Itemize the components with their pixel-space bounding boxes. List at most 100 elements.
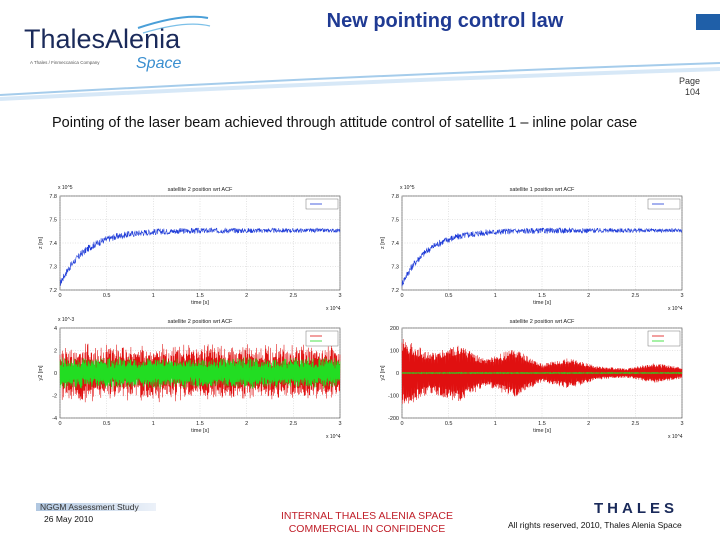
page-label: Page bbox=[678, 76, 700, 86]
x-tick-label: 2 bbox=[245, 421, 248, 427]
svg-text:A Thales / Finmeccanica Compan: A Thales / Finmeccanica Company bbox=[30, 60, 100, 65]
y-tick-label: 7.5 bbox=[391, 218, 399, 224]
x-tick-label: 1.5 bbox=[196, 293, 204, 299]
x-tick-label: 2.5 bbox=[632, 421, 640, 427]
classification-line-2: COMMERCIAL IN CONFIDENCE bbox=[288, 523, 446, 535]
chart-title: satellite 2 position wrt ACF bbox=[168, 319, 233, 325]
legend bbox=[305, 198, 339, 210]
x-tick-label: 3 bbox=[338, 293, 341, 299]
y-exponent: x 10^-3 bbox=[58, 317, 74, 323]
y-tick-label: 7.4 bbox=[49, 241, 57, 247]
x-tick-label: 1 bbox=[152, 421, 155, 427]
footer-date: 26 May 2010 bbox=[44, 514, 94, 524]
classification-line-1: INTERNAL THALES ALENIA SPACE bbox=[281, 510, 453, 522]
x-axis-label: time [s] bbox=[191, 428, 209, 434]
thales-logo: THALES bbox=[594, 500, 678, 517]
y-tick-label: -100 bbox=[388, 394, 399, 400]
plot-sat1-z: satellite 1 position wrt ACF x 10^5 x 10^4… bbox=[378, 182, 692, 316]
y-tick-label: -4 bbox=[52, 416, 57, 422]
y-tick-label: -2 bbox=[52, 394, 57, 400]
y-tick-label: 7.5 bbox=[49, 218, 57, 224]
plot-sat2-y: satellite 2 position wrt ACF x 10^-3 x 10^… bbox=[36, 314, 350, 444]
y-tick-label: 7.2 bbox=[49, 288, 57, 294]
x-tick-label: 3 bbox=[338, 421, 341, 427]
x-tick-label: 0 bbox=[58, 293, 61, 299]
x-tick-label: 1 bbox=[494, 293, 497, 299]
x-tick-label: 2.5 bbox=[290, 293, 298, 299]
x-tick-label: 1.5 bbox=[196, 421, 204, 427]
x-tick-label: 1 bbox=[494, 421, 497, 427]
footer-classification: INTERNAL THALES ALENIA SPACE COMMERCIAL … bbox=[262, 510, 472, 536]
x-tick-label: 2 bbox=[587, 421, 590, 427]
x-tick-label: 1.5 bbox=[538, 421, 546, 427]
chart-title: satellite 1 position wrt ACF bbox=[510, 187, 575, 193]
x-axis-label: time [s] bbox=[191, 300, 209, 306]
y-axis-label: y2 [m] bbox=[38, 365, 44, 380]
x-exponent: x 10^4 bbox=[326, 434, 341, 440]
y-axis-label: z [m] bbox=[380, 237, 386, 249]
slide-subtitle: Pointing of the laser beam achieved thro… bbox=[52, 115, 638, 131]
x-tick-label: 2.5 bbox=[290, 421, 298, 427]
footer-rights: All rights reserved, 2010, Thales Alenia… bbox=[508, 520, 682, 530]
x-tick-label: 1.5 bbox=[538, 293, 546, 299]
plot-sat2-y-large: satellite 2 position wrt ACF x 10^4 0 0.5 1 1… bbox=[378, 314, 692, 444]
y-tick-label: 7.4 bbox=[391, 241, 399, 247]
thales-alenia-space-logo: ThalesAlenia A Thales / Finmeccanica Com… bbox=[18, 8, 218, 78]
footer-accent-bar bbox=[36, 503, 156, 511]
x-tick-label: 0.5 bbox=[103, 293, 111, 299]
y-tick-label: 100 bbox=[390, 349, 399, 355]
chart-title: satellite 2 position wrt ACF bbox=[510, 319, 575, 325]
y-tick-label: 7.3 bbox=[49, 265, 57, 271]
y-exponent: x 10^5 bbox=[400, 185, 415, 191]
page-indicator: Page 104 bbox=[648, 76, 700, 104]
legend bbox=[647, 330, 681, 347]
y-tick-label: 7.8 bbox=[49, 194, 57, 200]
svg-text:Space: Space bbox=[136, 55, 181, 72]
x-exponent: x 10^4 bbox=[326, 306, 341, 312]
x-exponent: x 10^4 bbox=[668, 434, 683, 440]
series-line bbox=[401, 338, 683, 404]
y-axis-label: z [m] bbox=[38, 237, 44, 249]
x-axis-label: time [s] bbox=[533, 300, 551, 306]
series-line bbox=[59, 343, 341, 403]
plot-sat2-z: satellite 2 position wrt ACF x 10^5 x 10^4… bbox=[36, 182, 350, 316]
y-tick-label: 0 bbox=[54, 371, 57, 377]
y-tick-label: 7.2 bbox=[391, 288, 399, 294]
chart-title: satellite 2 position wrt ACF bbox=[168, 187, 233, 193]
x-axis-label: time [s] bbox=[533, 428, 551, 434]
y-tick-label: 200 bbox=[390, 326, 399, 332]
series-line bbox=[59, 227, 341, 286]
y-tick-label: 7.8 bbox=[391, 194, 399, 200]
x-tick-label: 2.5 bbox=[632, 293, 640, 299]
x-tick-label: 0.5 bbox=[103, 421, 111, 427]
x-tick-label: 0.5 bbox=[445, 421, 453, 427]
y-tick-label: 2 bbox=[54, 349, 57, 355]
legend bbox=[647, 198, 681, 210]
x-tick-label: 2 bbox=[587, 293, 590, 299]
slide-title: New pointing control law bbox=[326, 10, 564, 32]
corner-accent bbox=[696, 14, 720, 30]
footer-study: NGGM Assessment Study bbox=[40, 502, 139, 512]
y-axis-label: y2 [m] bbox=[380, 365, 386, 380]
x-tick-label: 0 bbox=[400, 293, 403, 299]
x-tick-label: 0 bbox=[58, 421, 61, 427]
x-exponent: x 10^4 bbox=[668, 306, 683, 312]
page-number: 104 bbox=[684, 87, 700, 97]
logo-text: ThalesAlenia bbox=[24, 24, 181, 54]
x-tick-label: 0.5 bbox=[445, 293, 453, 299]
series-line bbox=[59, 356, 341, 390]
y-tick-label: 7.3 bbox=[391, 265, 399, 271]
legend bbox=[305, 330, 339, 347]
x-tick-label: 2 bbox=[245, 293, 248, 299]
y-tick-label: 0 bbox=[396, 371, 399, 377]
series-line bbox=[401, 371, 683, 375]
x-tick-label: 0 bbox=[400, 421, 403, 427]
x-tick-label: 3 bbox=[680, 421, 683, 427]
y-tick-label: -200 bbox=[388, 416, 399, 422]
series-line bbox=[401, 227, 683, 287]
y-exponent: x 10^5 bbox=[58, 185, 73, 191]
y-tick-label: 4 bbox=[54, 326, 57, 332]
x-tick-label: 1 bbox=[152, 293, 155, 299]
x-tick-label: 3 bbox=[680, 293, 683, 299]
header-swoosh bbox=[0, 62, 720, 101]
